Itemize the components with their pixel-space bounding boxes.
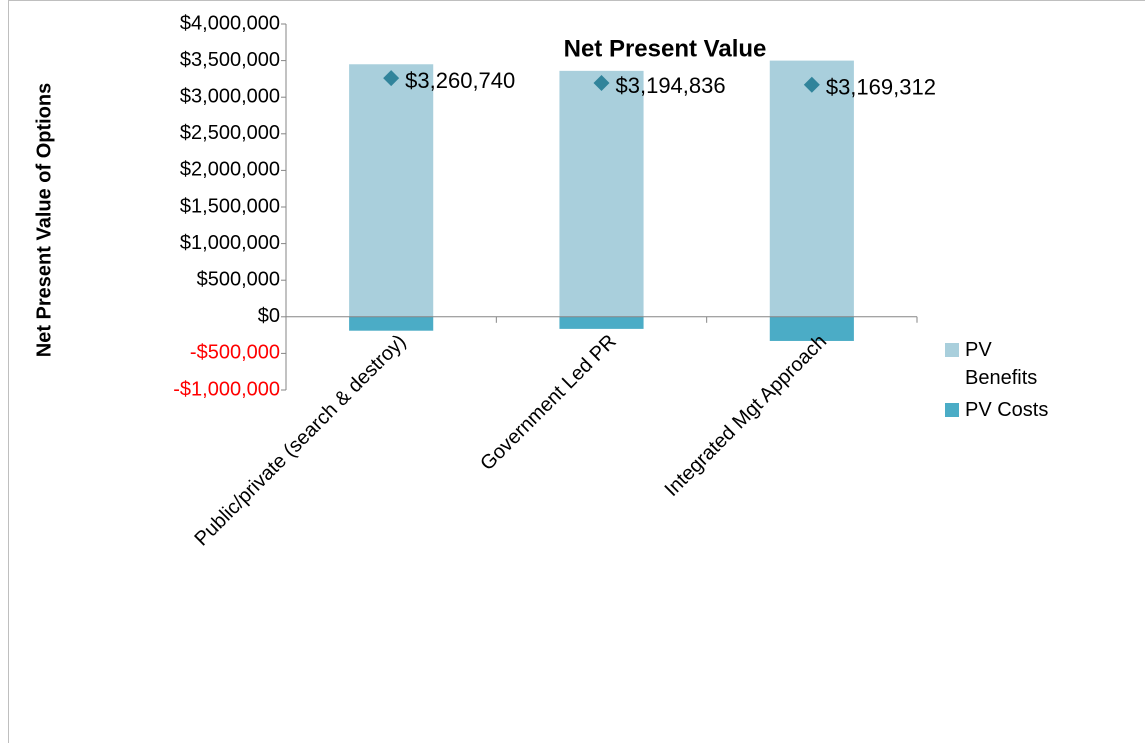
legend-item: PV Benefits (945, 336, 1055, 392)
bar (769, 60, 854, 317)
y-tick-label: -$1,000,000 (173, 378, 280, 400)
x-tick-label: Government Led PR (476, 331, 620, 475)
y-tick-label: -$500,000 (190, 342, 280, 364)
legend-swatch (945, 403, 959, 417)
x-tick-label: Integrated Mgt Approach (661, 331, 831, 501)
legend-item: PV Costs (945, 396, 1055, 424)
bar (769, 316, 854, 341)
y-tick-label: $1,000,000 (180, 232, 280, 254)
y-axis-title: Net Present Value of Options (33, 83, 55, 358)
y-tick-label: $4,000,000 (180, 12, 280, 34)
y-tick-label: $500,000 (197, 268, 280, 290)
chart-title: Net Present Value (564, 35, 767, 62)
bar (349, 64, 434, 317)
legend-label: PV Costs (965, 399, 1049, 421)
marker (593, 74, 610, 91)
data-label: $3,194,836 (616, 73, 726, 98)
legend-label: PV Benefits (965, 339, 1038, 389)
y-tick-label: $1,500,000 (180, 195, 280, 217)
bar (559, 316, 644, 329)
data-label: $3,169,312 (826, 75, 936, 100)
bar (349, 316, 434, 331)
y-tick-label: $0 (258, 305, 280, 327)
legend: PV Benefits PV Costs (945, 336, 1055, 428)
y-tick-label: $2,500,000 (180, 122, 280, 144)
bar (559, 70, 644, 317)
chart-border (8, 0, 1145, 743)
data-label: $3,260,740 (405, 68, 515, 93)
legend-swatch (945, 343, 959, 357)
y-tick-label: $3,500,000 (180, 49, 280, 71)
y-tick-label: $2,000,000 (180, 159, 280, 181)
y-tick-label: $3,000,000 (180, 85, 280, 107)
marker (803, 76, 820, 93)
marker (383, 70, 400, 87)
